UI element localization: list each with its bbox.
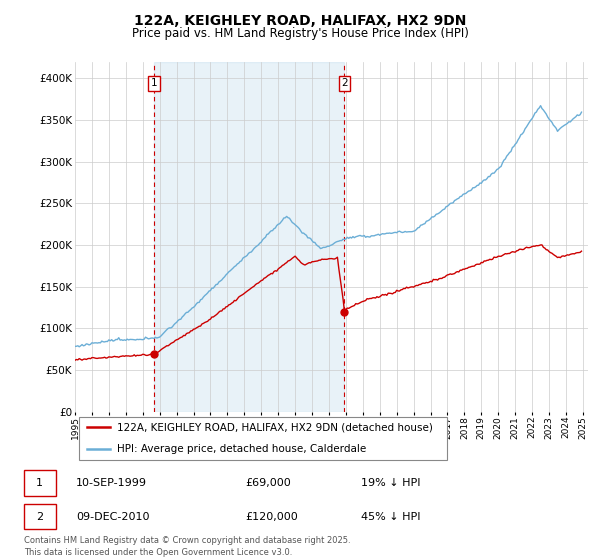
Text: 1: 1	[36, 478, 43, 488]
Text: £120,000: £120,000	[245, 512, 298, 521]
Text: 45% ↓ HPI: 45% ↓ HPI	[361, 512, 421, 521]
Text: £69,000: £69,000	[245, 478, 290, 488]
Text: 1: 1	[151, 78, 157, 88]
FancyBboxPatch shape	[23, 470, 56, 496]
Text: 10-SEP-1999: 10-SEP-1999	[76, 478, 147, 488]
Text: HPI: Average price, detached house, Calderdale: HPI: Average price, detached house, Cald…	[117, 444, 367, 454]
Text: 09-DEC-2010: 09-DEC-2010	[76, 512, 149, 521]
Text: 19% ↓ HPI: 19% ↓ HPI	[361, 478, 421, 488]
FancyBboxPatch shape	[23, 504, 56, 529]
FancyBboxPatch shape	[79, 417, 448, 460]
Text: Price paid vs. HM Land Registry's House Price Index (HPI): Price paid vs. HM Land Registry's House …	[131, 27, 469, 40]
Text: 2: 2	[36, 512, 43, 521]
Text: 122A, KEIGHLEY ROAD, HALIFAX, HX2 9DN (detached house): 122A, KEIGHLEY ROAD, HALIFAX, HX2 9DN (d…	[117, 422, 433, 432]
Text: 2: 2	[341, 78, 348, 88]
Bar	[154, 62, 344, 412]
Text: Contains HM Land Registry data © Crown copyright and database right 2025.
This d: Contains HM Land Registry data © Crown c…	[23, 536, 350, 557]
Text: 122A, KEIGHLEY ROAD, HALIFAX, HX2 9DN: 122A, KEIGHLEY ROAD, HALIFAX, HX2 9DN	[134, 14, 466, 28]
